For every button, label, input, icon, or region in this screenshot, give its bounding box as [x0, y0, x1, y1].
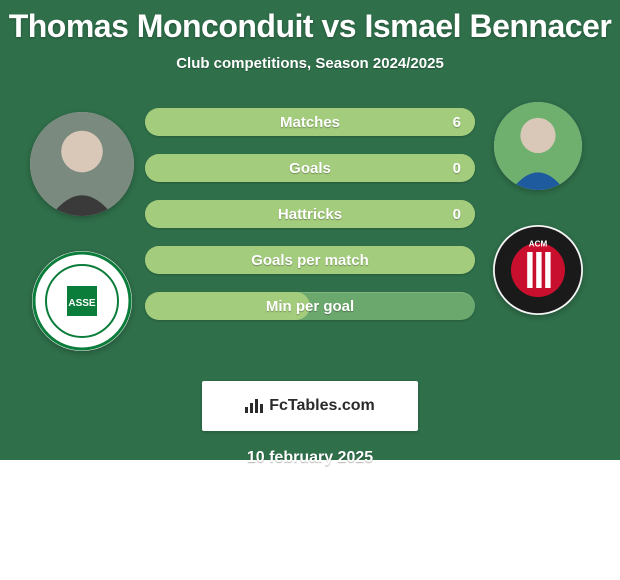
- subtitle: Club competitions, Season 2024/2025: [0, 55, 620, 72]
- left-player-column: ASSE: [27, 112, 137, 351]
- bars-icon: [245, 399, 263, 413]
- stat-bar-label: Min per goal: [266, 298, 354, 315]
- stat-bar-label: Goals: [289, 160, 331, 177]
- player-photo-left: [30, 112, 134, 216]
- svg-text:ACM: ACM: [529, 240, 548, 249]
- stat-bar: Hattricks 0: [145, 200, 475, 228]
- club-crest-icon: ACM: [493, 225, 583, 315]
- stat-bar: Matches 6: [145, 108, 475, 136]
- stat-bar: Min per goal: [145, 292, 475, 320]
- stat-bar-label: Goals per match: [251, 252, 369, 269]
- stat-bar: Goals 0: [145, 154, 475, 182]
- avatar-placeholder-icon: [30, 112, 134, 216]
- avatar-placeholder-icon: [494, 102, 582, 190]
- stat-bar-right-value: 0: [453, 154, 461, 182]
- club-logo-right: ACM: [493, 225, 583, 315]
- stats-area: ASSE Matches6Goals0Hattricks0Goals per m…: [0, 112, 620, 351]
- svg-text:ASSE: ASSE: [68, 298, 96, 309]
- watermark: FcTables.com: [202, 381, 418, 431]
- stat-bar: Goals per match: [145, 246, 475, 274]
- stat-bars: Matches 6 Goals 0 Hattricks 0 Goals per match M…: [145, 108, 475, 320]
- right-player-column: ACM: [483, 102, 593, 315]
- stat-bar-right-value: 6: [453, 108, 461, 136]
- date-text: 10 february 2025: [0, 449, 620, 467]
- comparison-card: Thomas Monconduit vs Ismael Bennacer Clu…: [0, 0, 620, 460]
- watermark-text: FcTables.com: [269, 397, 375, 415]
- club-logo-left: ASSE: [32, 251, 132, 351]
- club-crest-icon: ASSE: [32, 251, 132, 351]
- stat-bar-label: Matches: [280, 114, 340, 131]
- page-title: Thomas Monconduit vs Ismael Bennacer: [0, 8, 620, 45]
- stat-bar-label: Hattricks: [278, 206, 342, 223]
- stat-bar-right-value: 0: [453, 200, 461, 228]
- player-photo-right: [494, 102, 582, 190]
